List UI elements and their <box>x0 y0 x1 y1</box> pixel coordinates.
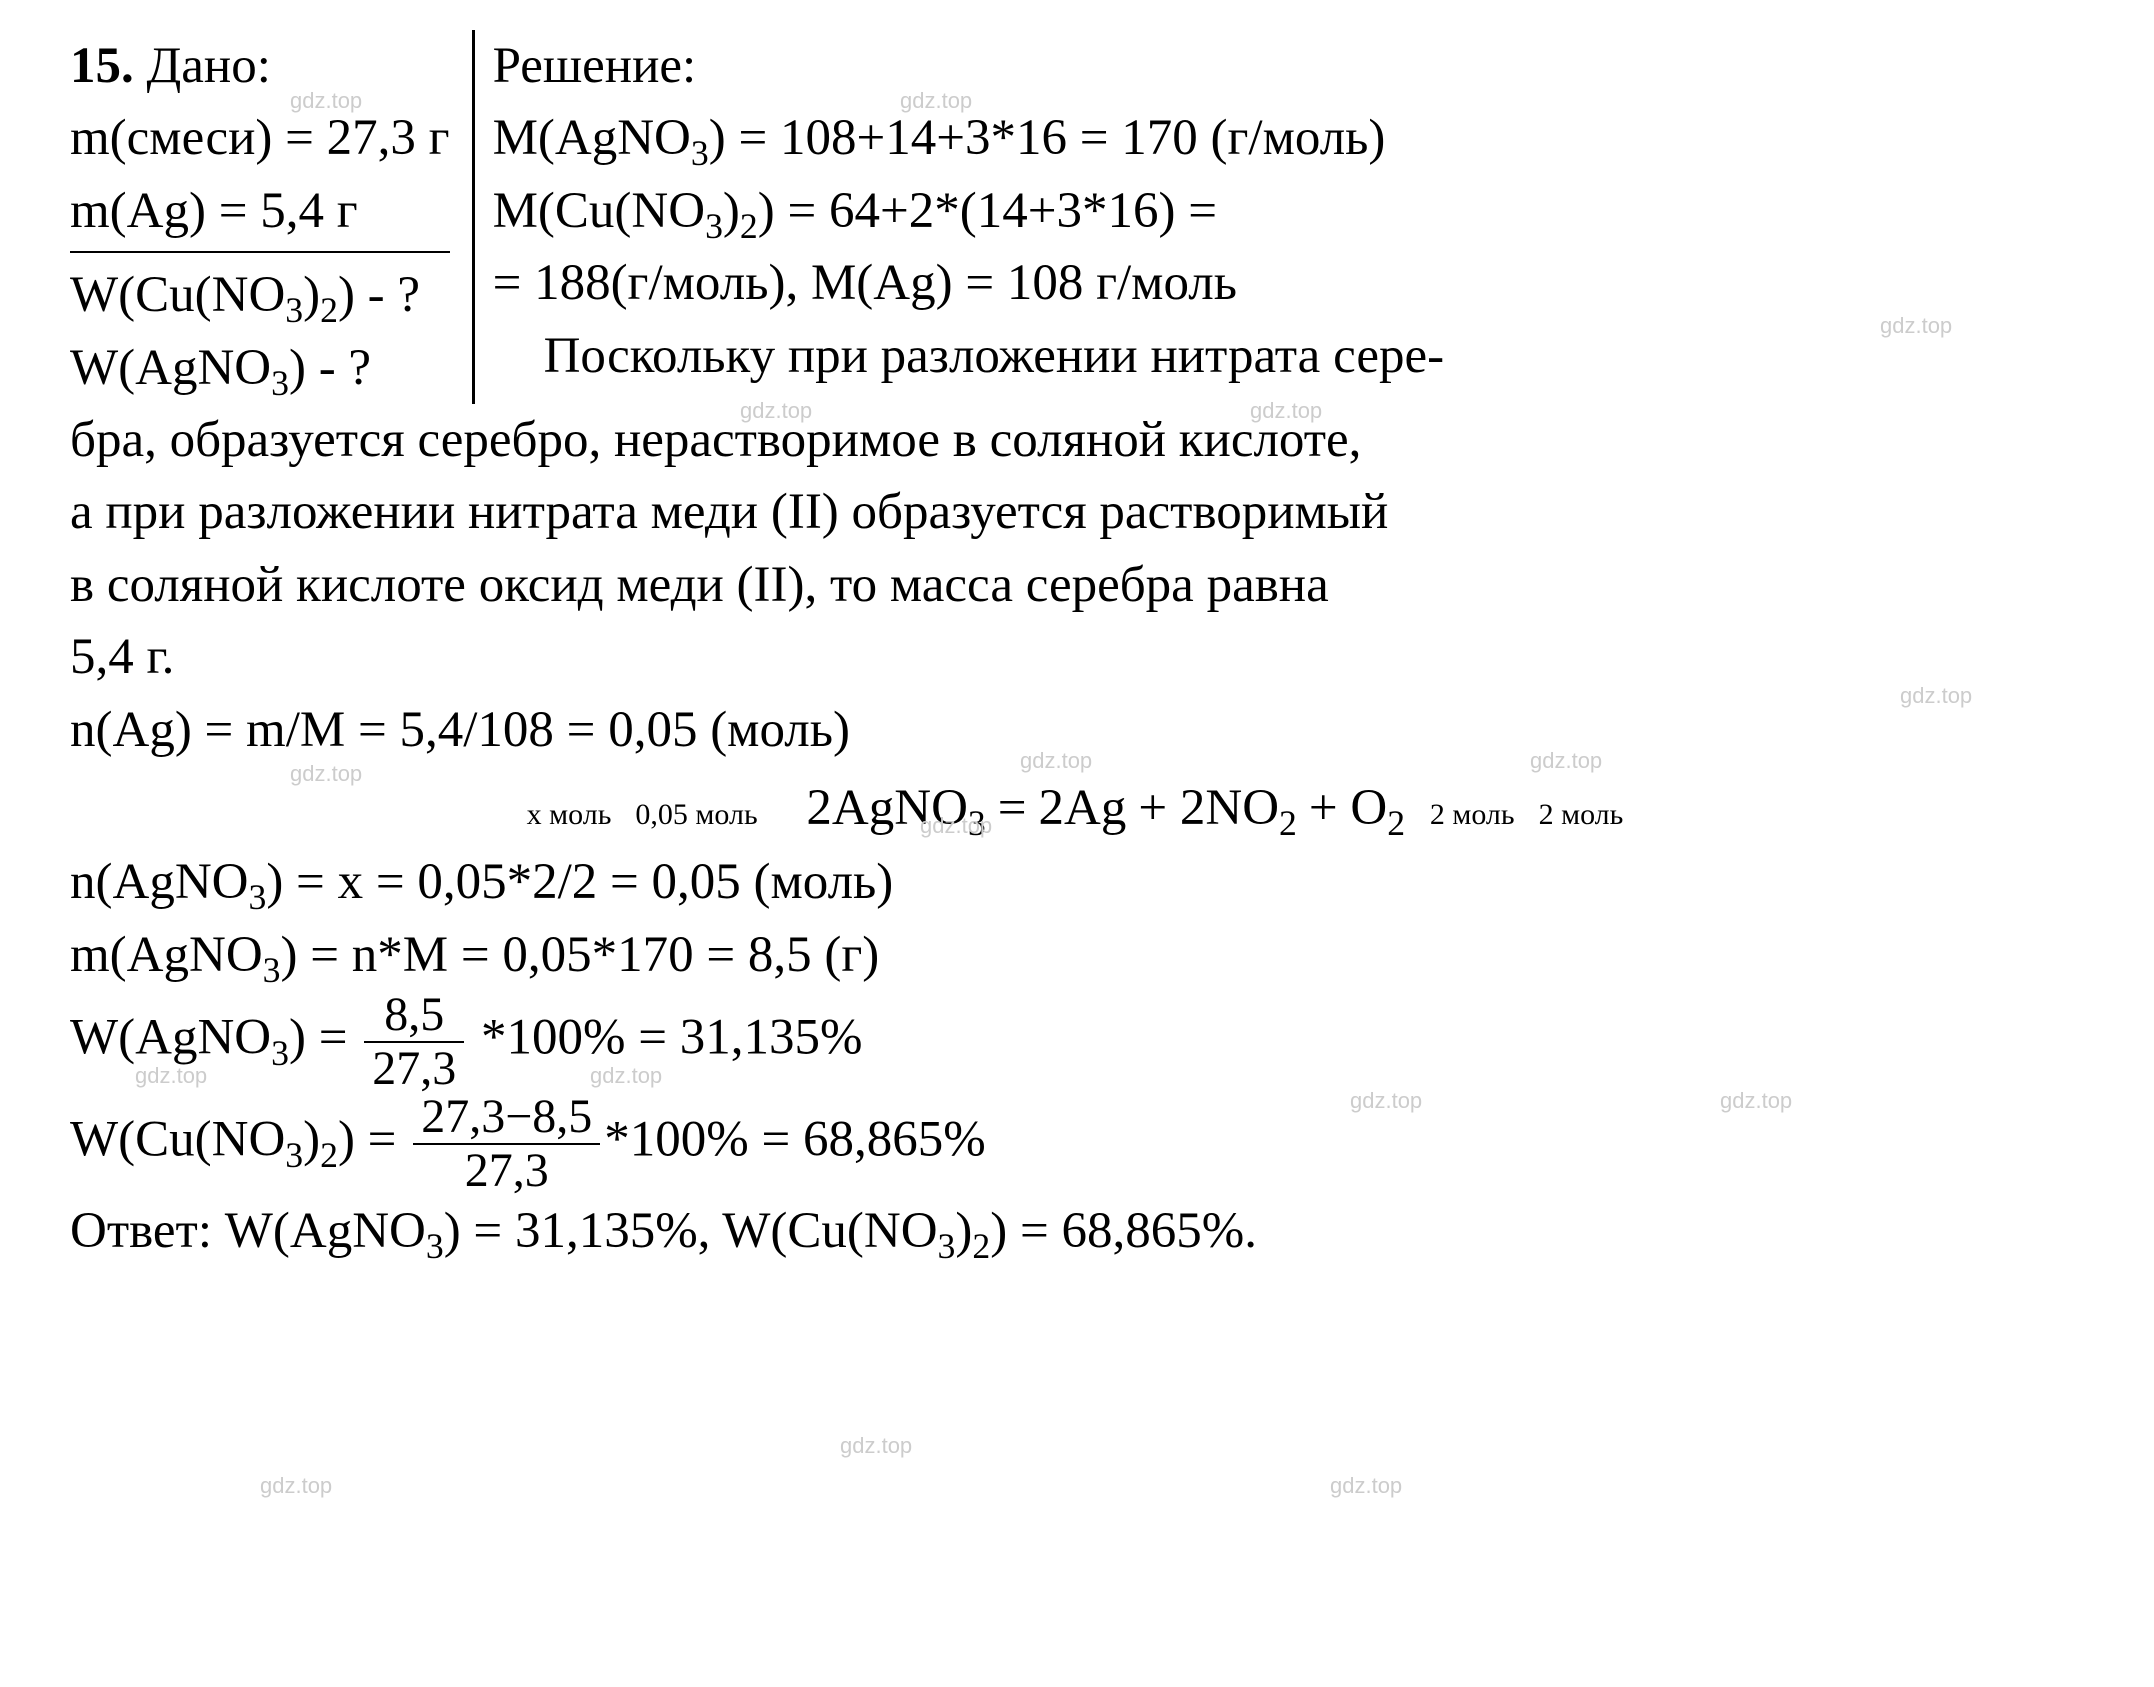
solution-line-1: M(AgNO3) = 108+14+3*16 = 170 (г/моль) <box>493 102 2104 174</box>
given-column: 15. Дано: m(смеси) = 27,3 г m(Ag) = 5,4 … <box>70 30 475 404</box>
given-line-1: m(смеси) = 27,3 г <box>70 102 450 174</box>
calc-line-1: n(AgNO3) = x = 0,05*2/2 = 0,05 (моль) <box>70 846 2104 918</box>
given-line-2: m(Ag) = 5,4 г <box>70 175 450 247</box>
eq-product-2: + 2NO2 <box>1132 778 1303 839</box>
fraction-1: 8,527,3 <box>364 991 464 1093</box>
eq-product-3: + O2 <box>1303 778 1411 839</box>
eq-product-1: 2Ag <box>1033 778 1133 839</box>
body-line-b: а при разложении нитрата меди (II) образ… <box>70 476 2104 548</box>
problem-number: 15. <box>70 38 134 94</box>
solution-line-2: M(Cu(NO3)2) = 64+2*(14+3*16) = <box>493 175 2104 247</box>
calc-line-2: m(AgNO3) = n*M = 0,05*170 = 8,5 (г) <box>70 919 2104 991</box>
eq-reagent-1: 2AgNO3 <box>800 778 991 839</box>
watermark-text: gdz.top <box>840 1430 912 1461</box>
calc-line-4: W(Cu(NO3)2) = 27,3−8,527,3*100% = 68,865… <box>70 1093 2104 1195</box>
watermark-text: gdz.top <box>1330 1470 1402 1501</box>
body-line-c: в соляной кислоте оксид меди (II), то ма… <box>70 549 2104 621</box>
solution-line-3: = 188(г/моль), M(Ag) = 108 г/моль <box>493 247 2104 319</box>
given-solution-row: 15. Дано: m(смеси) = 27,3 г m(Ag) = 5,4 … <box>70 30 2104 404</box>
eq-top-005: 0,05 моль <box>629 794 763 837</box>
watermark-text: gdz.top <box>260 1470 332 1501</box>
eq-equals: = <box>992 778 1033 839</box>
body-line-a: бра, образуется серебро, нерастворимое в… <box>70 404 2104 476</box>
body-paragraph: бра, образуется серебро, нерастворимое в… <box>70 404 2104 694</box>
given-divider: W(Cu(NO3)2) - ? W(AgNO3) - ? <box>70 251 450 404</box>
solution-title: Решение: <box>493 30 2104 102</box>
given-line-4: W(AgNO3) - ? <box>70 332 450 404</box>
eq-bot-2mol-a: 2 моль <box>1424 794 1521 837</box>
given-title: Дано: <box>147 38 271 94</box>
n-ag-line: n(Ag) = m/M = 5,4/108 = 0,05 (моль) <box>70 694 2104 766</box>
given-line-3: W(Cu(NO3)2) - ? <box>70 259 450 331</box>
answer-line: Ответ: W(AgNO3) = 31,135%, W(Cu(NO3)2) =… <box>70 1195 2104 1267</box>
fraction-2: 27,3−8,527,3 <box>413 1093 600 1195</box>
body-line-d: 5,4 г. <box>70 621 2104 693</box>
eq-top-x: х моль <box>521 794 618 837</box>
calc-line-3: W(AgNO3) = 8,527,3 *100% = 31,135% <box>70 991 2104 1093</box>
chemical-equation: х моль 0,05 моль 2AgNO3 = 2Ag + 2NO2 + O… <box>70 772 2104 844</box>
solution-column: Решение: M(AgNO3) = 108+14+3*16 = 170 (г… <box>475 30 2104 392</box>
eq-bot-2mol-b: 2 моль <box>1533 794 1630 837</box>
solution-line-4: Поскольку при разложении нитрата сере- <box>493 320 2104 392</box>
